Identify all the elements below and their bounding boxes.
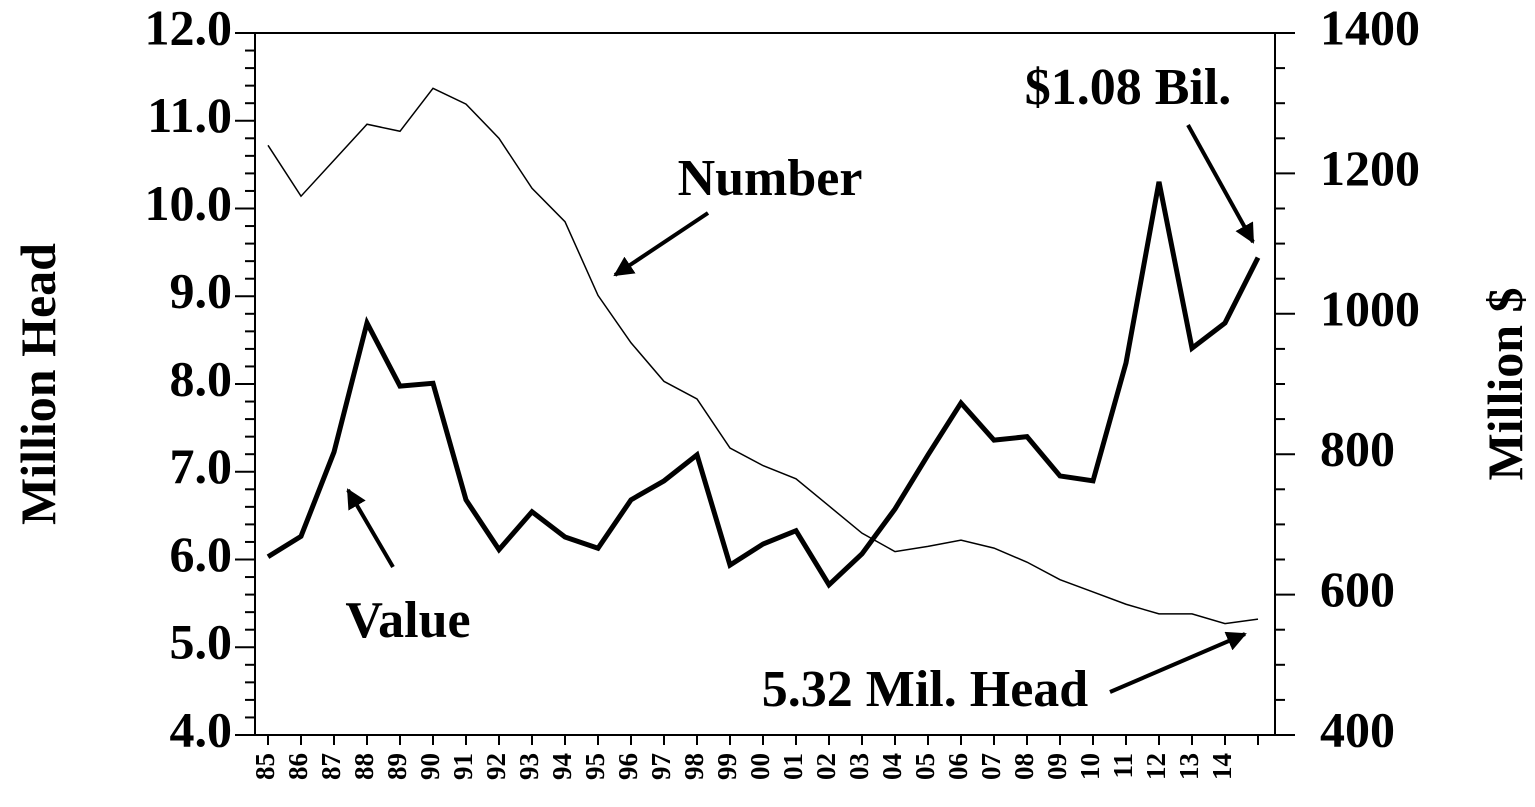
x-tick-label: 03 xyxy=(844,753,874,780)
series-annotation: Value xyxy=(345,592,470,649)
y-axis-title: Million Head xyxy=(10,243,66,525)
y2-tick-label: 800 xyxy=(1320,421,1395,477)
x-tick-label: 86 xyxy=(283,753,313,780)
y-tick-label: 7.0 xyxy=(170,438,233,494)
series-annotation: Number xyxy=(678,150,863,207)
arrow xyxy=(1109,631,1247,694)
x-tick-label: 94 xyxy=(547,753,577,780)
x-tick-label: 90 xyxy=(415,753,445,780)
y-tick-label: 12.0 xyxy=(145,0,233,55)
y2-tick-label: 1000 xyxy=(1320,280,1420,336)
annotation: $1.08 Bil. xyxy=(1025,59,1232,116)
annotation: 5.32 Mil. Head xyxy=(762,661,1089,718)
y2-axis-title: Million $ xyxy=(1477,287,1533,480)
x-tick-label: 13 xyxy=(1174,753,1204,780)
x-tick-label: 02 xyxy=(811,753,841,780)
x-tick-label: 07 xyxy=(976,753,1006,780)
x-tick-label: 85 xyxy=(250,753,280,780)
x-tick-label: 93 xyxy=(514,753,544,780)
x-tick-label: 96 xyxy=(613,753,643,780)
arrows xyxy=(346,124,1255,694)
x-tick-label: 97 xyxy=(646,753,676,780)
x-tick-label: 08 xyxy=(1009,753,1039,780)
x-tick-label: 09 xyxy=(1042,753,1072,780)
x-tick-label: 91 xyxy=(448,753,478,780)
y-tick-label: 11.0 xyxy=(147,87,232,143)
arrow xyxy=(346,488,395,569)
y2-tick-label: 600 xyxy=(1320,561,1395,617)
y-tick-label: 6.0 xyxy=(170,526,233,582)
y2-tick-label: 1200 xyxy=(1320,140,1420,196)
y2-tick-label: 400 xyxy=(1320,701,1395,757)
x-tick-label: 12 xyxy=(1141,753,1171,780)
x-tick-label: 89 xyxy=(382,753,412,780)
x-tick-label: 11 xyxy=(1108,753,1138,779)
x-tick-label: 88 xyxy=(349,753,379,780)
y-tick-label: 10.0 xyxy=(145,175,233,231)
arrow xyxy=(1186,124,1255,244)
x-tick-label: 05 xyxy=(910,753,940,780)
arrow xyxy=(613,211,710,277)
x-tick-label: 14 xyxy=(1207,753,1237,780)
series-line xyxy=(266,181,1261,589)
x-tick-label: 04 xyxy=(877,753,907,780)
x-tick-label: 10 xyxy=(1075,753,1105,780)
y-tick-label: 5.0 xyxy=(170,614,233,670)
y-tick-label: 8.0 xyxy=(170,350,233,406)
x-tick-label: 01 xyxy=(778,753,808,780)
y-tick-label: 4.0 xyxy=(170,701,233,757)
x-tick-label: 06 xyxy=(943,753,973,780)
x-tick-label: 95 xyxy=(580,753,610,780)
series-line xyxy=(267,87,1259,625)
x-tick-label: 98 xyxy=(679,753,709,780)
y2-tick-label: 1400 xyxy=(1320,0,1420,55)
x-tick-label: 99 xyxy=(712,753,742,780)
x-tick-label: 00 xyxy=(745,753,775,780)
x-tick-label: 87 xyxy=(316,753,346,780)
x-tick-label: 92 xyxy=(481,753,511,780)
y-tick-label: 9.0 xyxy=(170,263,233,319)
